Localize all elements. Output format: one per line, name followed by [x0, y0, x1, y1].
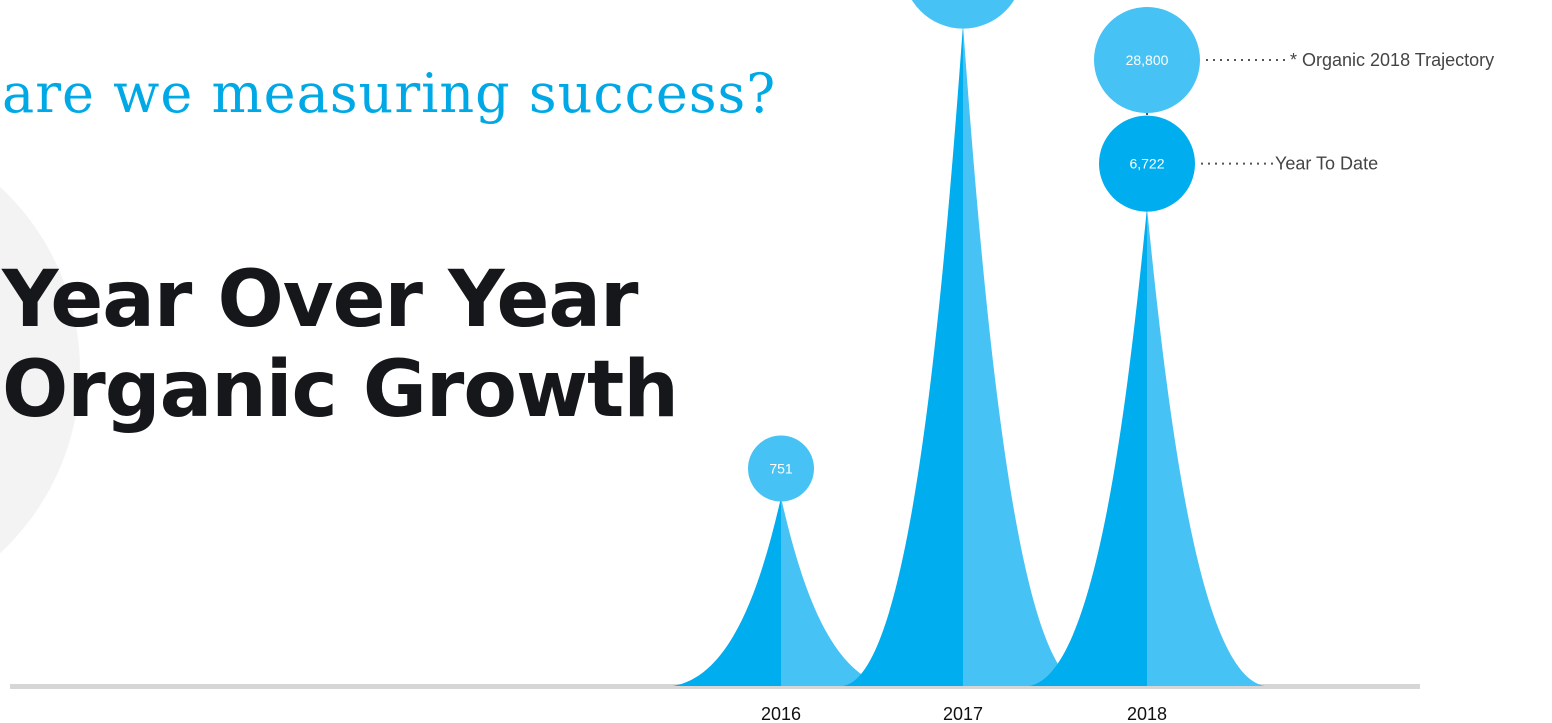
peak-2016-right: [781, 497, 889, 686]
value-bubble-2018: [1099, 115, 1195, 212]
peak-2018-left: [1029, 207, 1147, 687]
trajectory-callout-text: * Organic 2018 Trajectory: [1290, 50, 1494, 70]
trajectory-value-label: 28,800: [1126, 52, 1169, 68]
title-line-1: Year Over Year: [2, 255, 638, 345]
value-label-2018: 6,722: [1129, 156, 1164, 172]
slide-subtitle: are we measuring success?: [2, 62, 777, 125]
year-label-2017: 2017: [943, 704, 983, 723]
title-line-2: Organic Growth: [2, 345, 679, 435]
peak-2016-left: [673, 497, 781, 686]
value-bubble-2017: [911, 0, 1015, 29]
slide-title: Year Over Year Organic Growth: [2, 255, 679, 435]
year-label-2016: 2016: [761, 704, 801, 723]
chart-baseline: [10, 684, 1420, 689]
value-bubble-2016: [748, 435, 814, 502]
peak-2018-right: [1147, 207, 1265, 687]
trajectory-bubble: [1094, 7, 1200, 113]
peak-2017-right: [963, 24, 1083, 686]
value-label-2016: 751: [769, 461, 793, 477]
ytd-callout-text: Year To Date: [1275, 154, 1378, 174]
peak-2017-left: [843, 24, 963, 686]
year-label-2018: 2018: [1127, 704, 1167, 723]
